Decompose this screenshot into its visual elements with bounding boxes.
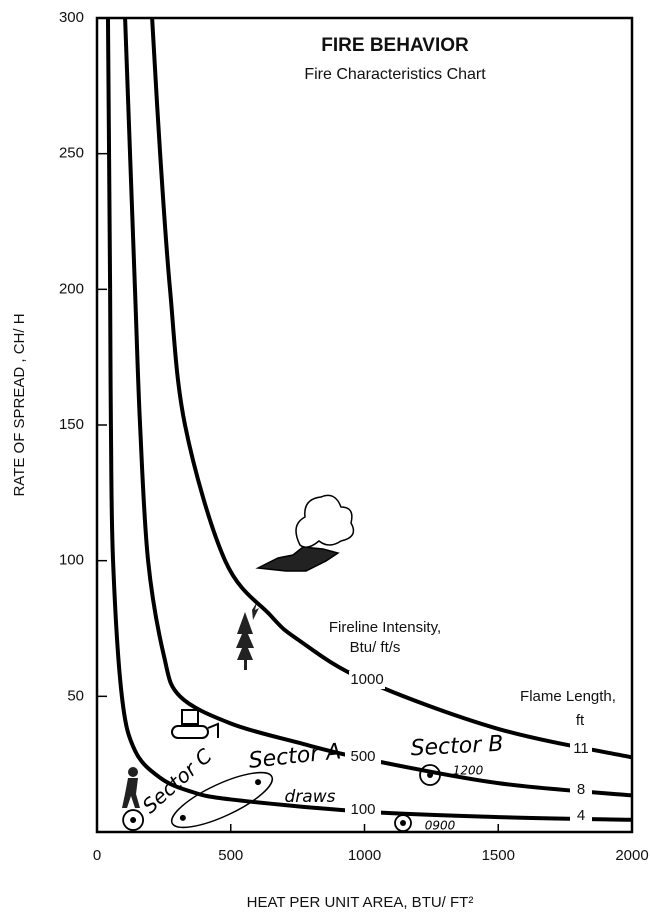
flame-title: Flame Length, <box>520 688 616 705</box>
curve-label: 500 <box>350 748 375 765</box>
x-tick-label: 500 <box>218 847 243 864</box>
chart-title: FIRE BEHAVIOR <box>321 35 469 56</box>
flame-label-bg <box>570 807 592 825</box>
sector-ellipse <box>170 771 274 829</box>
chart-subtitle: Fire Characteristics Chart <box>304 66 486 83</box>
y-tick-label: 300 <box>59 9 84 26</box>
flame-title: ft <box>576 712 585 729</box>
handwritten-note: 0900 <box>425 819 456 833</box>
bulldozer-icon <box>171 709 219 739</box>
y-tick-label: 150 <box>59 416 84 433</box>
curve-label-bg <box>345 748 381 766</box>
observation-point <box>255 779 262 786</box>
x-tick-label: 2000 <box>615 847 648 864</box>
x-tick-label: 0 <box>93 847 101 864</box>
flame-label: 11 <box>573 740 589 757</box>
flame-label: 4 <box>577 807 585 824</box>
plot-frame <box>95 16 634 834</box>
point-ring <box>419 764 441 786</box>
y-axis-label: RATE OF SPREAD , CH/ H <box>11 313 28 496</box>
handwritten-note: Sector A <box>248 739 343 774</box>
observation-point <box>130 817 137 824</box>
series-title: Fireline Intensity, <box>329 619 441 636</box>
handwritten-note: Sector C <box>138 744 217 818</box>
x-axis-label: HEAT PER UNIT AREA, BTU/ FT² <box>247 894 474 911</box>
y-tick-label: 50 <box>67 687 84 704</box>
observation-point <box>400 820 407 827</box>
curve-label: 1000 <box>350 671 383 688</box>
flame-label-bg <box>570 740 592 758</box>
intensity-curve <box>150 17 633 760</box>
series-title: Btu/ ft/s <box>350 639 401 656</box>
handwritten-note: 1200 <box>453 764 484 778</box>
y-tick-label: 100 <box>59 552 84 569</box>
curve-label-bg <box>349 671 385 689</box>
observation-point <box>179 814 186 821</box>
observation-point <box>427 772 434 779</box>
curve-label-bg <box>345 801 381 819</box>
tree-icon <box>236 602 259 670</box>
point-ring <box>122 809 145 831</box>
handwritten-note: Sector B <box>410 732 504 762</box>
y-tick-label: 200 <box>59 280 84 297</box>
person-icon <box>122 767 140 808</box>
point-ring <box>394 814 412 832</box>
handwritten-note: draws <box>285 787 336 807</box>
curve-label: 100 <box>350 801 375 818</box>
flame-label: 8 <box>577 781 585 798</box>
y-tick-label: 250 <box>59 145 84 162</box>
x-tick-label: 1000 <box>348 847 381 864</box>
x-tick-label: 1500 <box>482 847 515 864</box>
smoke-icon <box>255 494 355 572</box>
intensity-curve <box>105 17 633 822</box>
flame-label-bg <box>570 781 592 799</box>
